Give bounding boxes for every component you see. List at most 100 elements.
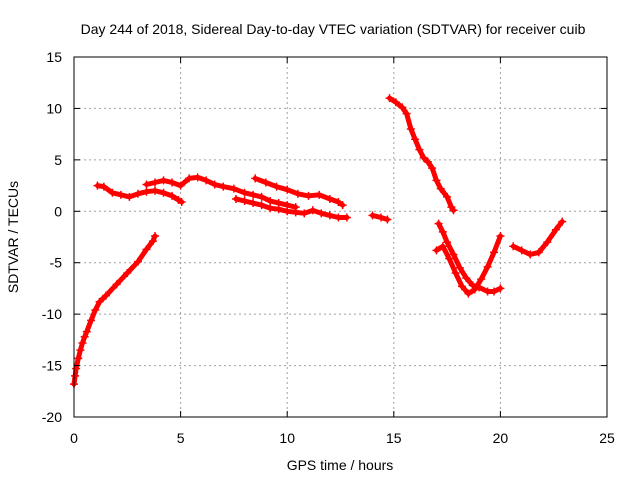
data-point-marker: [176, 181, 185, 190]
data-point-marker: [240, 188, 249, 197]
data-point-marker: [325, 194, 334, 203]
data-point-marker: [543, 238, 552, 247]
data-point-marker: [229, 184, 238, 193]
data-point-marker: [411, 135, 420, 144]
data-point-marker: [438, 227, 447, 236]
data-point-marker: [490, 287, 499, 296]
data-point-marker: [558, 217, 567, 226]
data-point-marker: [257, 201, 266, 210]
series-track-8: [434, 219, 505, 296]
data-point-marker: [436, 184, 445, 193]
data-point-marker: [434, 219, 443, 228]
y-tick-label: 10: [46, 100, 62, 116]
data-point-marker: [415, 145, 424, 154]
data-point-marker: [266, 197, 275, 205]
x-axis-label: GPS time / hours: [287, 457, 394, 473]
data-point-marker: [193, 173, 202, 182]
data-point-marker: [449, 250, 458, 259]
data-point-marker: [202, 176, 211, 185]
data-point-marker: [80, 332, 89, 341]
data-point-marker: [308, 206, 317, 215]
data-point-marker: [432, 176, 441, 185]
x-tick-label: 15: [386, 430, 402, 446]
data-point-marker: [398, 103, 407, 112]
data-series: [70, 94, 567, 389]
grid-lines: [74, 57, 607, 417]
data-point-marker: [210, 180, 219, 189]
data-point-marker: [91, 306, 100, 315]
data-point-marker: [168, 191, 177, 200]
data-point-marker: [87, 316, 96, 325]
data-point-marker: [517, 246, 526, 255]
data-point-marker: [443, 192, 452, 201]
data-point-marker: [304, 191, 313, 200]
data-point-marker: [133, 257, 142, 266]
data-point-marker: [185, 174, 194, 183]
data-point-marker: [272, 182, 281, 191]
data-point-marker: [368, 211, 377, 220]
y-tick-label: 0: [54, 203, 62, 219]
data-point-marker: [496, 231, 505, 240]
data-point-marker: [445, 254, 454, 263]
data-point-marker: [526, 250, 535, 259]
data-point-marker: [95, 297, 104, 306]
data-point-marker: [451, 269, 460, 277]
data-point-marker: [509, 242, 518, 251]
data-point-marker: [168, 178, 177, 187]
data-point-marker: [123, 269, 132, 277]
data-point-marker: [402, 109, 411, 118]
x-tick-label: 0: [70, 430, 78, 446]
series-track-5: [251, 174, 347, 210]
data-point-marker: [462, 274, 471, 283]
data-point-marker: [438, 242, 447, 251]
x-tick-label: 20: [493, 430, 509, 446]
data-point-marker: [283, 185, 292, 194]
data-point-marker: [232, 194, 241, 203]
data-point-marker: [300, 209, 309, 218]
data-point-marker: [283, 207, 292, 216]
data-point-marker: [219, 182, 228, 191]
data-point-marker: [419, 153, 428, 162]
tick-labels: 0 5 10 15 20 25 -20 -15 -10 -5 0 5 10 15: [42, 49, 615, 446]
data-point-marker: [551, 225, 560, 234]
data-point-marker: [443, 238, 452, 247]
data-point-marker: [159, 176, 168, 185]
data-point-marker: [406, 125, 415, 133]
data-point-marker: [142, 180, 151, 189]
data-point-marker: [464, 289, 473, 298]
series-track-6: [368, 211, 392, 224]
data-point-marker: [116, 190, 125, 199]
data-point-marker: [133, 189, 142, 198]
data-point-marker: [257, 192, 266, 201]
y-tick-label: -20: [42, 409, 62, 425]
data-point-marker: [261, 178, 270, 187]
series-track-1: [70, 231, 160, 389]
y-axis-label: SDTVAR / TECUs: [5, 181, 21, 293]
data-point-marker: [483, 262, 492, 271]
data-point-marker: [325, 211, 334, 220]
series-track-7: [385, 94, 458, 215]
data-point-marker: [342, 213, 351, 222]
data-point-marker: [99, 182, 108, 191]
data-point-marker: [385, 94, 394, 103]
data-point-marker: [334, 213, 343, 222]
data-point-marker: [78, 338, 87, 347]
data-point-marker: [458, 282, 467, 291]
plot-frame: [73, 56, 608, 418]
data-point-marker: [496, 284, 505, 293]
series-track-9: [432, 231, 505, 298]
data-point-marker: [151, 178, 160, 187]
data-point-marker: [293, 189, 302, 198]
data-point-marker: [142, 187, 151, 196]
data-point-marker: [334, 198, 343, 207]
data-point-marker: [93, 181, 102, 190]
data-point-marker: [432, 246, 441, 255]
data-point-marker: [76, 346, 85, 355]
chart-title: Day 244 of 2018, Sidereal Day-to-day VTE…: [81, 21, 586, 37]
y-tick-label: 15: [46, 49, 62, 65]
data-point-marker: [477, 275, 486, 284]
series-track-2: [93, 181, 186, 207]
x-tick-label: 5: [177, 430, 185, 446]
data-point-marker: [82, 327, 91, 336]
